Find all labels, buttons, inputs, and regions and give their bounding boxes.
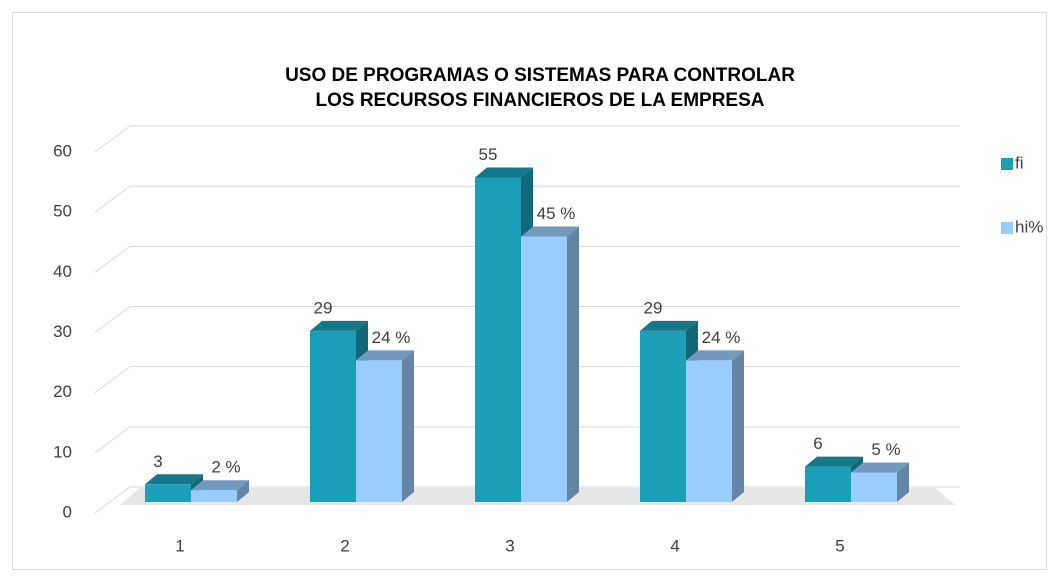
- x-tick-label: 4: [670, 536, 679, 555]
- legend-swatch: [1001, 222, 1013, 234]
- x-tick-label: 3: [505, 536, 514, 555]
- data-label: 2 %: [211, 458, 240, 477]
- data-label: 24 %: [372, 328, 411, 347]
- bar: [686, 360, 732, 502]
- grid-line: [94, 185, 960, 213]
- bar: [145, 484, 191, 502]
- data-label: 24 %: [702, 328, 741, 347]
- x-tick-label: 5: [835, 536, 844, 555]
- bar-top: [640, 320, 698, 331]
- bar: [521, 236, 567, 502]
- bar-side: [567, 226, 579, 502]
- grid-line: [94, 125, 960, 153]
- bar-top: [805, 456, 863, 467]
- y-tick-label: 50: [53, 202, 72, 221]
- bar: [356, 360, 402, 502]
- bar: [805, 466, 851, 502]
- bar-top: [191, 480, 249, 491]
- bar-top: [145, 474, 203, 485]
- y-tick-label: 10: [53, 442, 72, 461]
- bar: [310, 330, 356, 502]
- y-tick-label: 40: [53, 262, 72, 281]
- bar: [851, 472, 897, 502]
- bar: [191, 490, 237, 502]
- bar-top: [356, 350, 414, 361]
- x-tick-label: 1: [175, 536, 184, 555]
- bar: [475, 177, 521, 502]
- data-label: 3: [153, 452, 162, 471]
- data-label: 29: [314, 298, 333, 317]
- legend-label: fi: [1015, 153, 1024, 172]
- bar-side: [402, 350, 414, 502]
- bar-top: [851, 462, 909, 473]
- bar-side: [732, 350, 744, 502]
- grid-line: [94, 306, 960, 333]
- bar-top: [475, 167, 533, 178]
- bar-top: [310, 320, 368, 331]
- chart-title: USO DE PROGRAMAS O SISTEMAS PARA CONTROL…: [285, 65, 795, 86]
- data-label: 55: [479, 145, 498, 164]
- bar-top: [521, 226, 579, 237]
- y-tick-label: 30: [53, 322, 72, 341]
- data-label: 29: [644, 298, 663, 317]
- data-label: 6: [813, 434, 822, 453]
- bar: [640, 330, 686, 502]
- y-tick-label: 20: [53, 382, 72, 401]
- bar-side: [237, 480, 249, 502]
- y-tick-label: 0: [63, 502, 72, 521]
- legend-label: hi%: [1015, 217, 1043, 236]
- data-label: 5 %: [871, 440, 900, 459]
- chart-title: LOS RECURSOS FINANCIEROS DE LA EMPRESA: [315, 90, 764, 111]
- y-tick-label: 60: [53, 141, 72, 160]
- bar-side: [897, 462, 909, 502]
- x-tick-label: 2: [340, 536, 349, 555]
- grid-line: [94, 245, 960, 273]
- data-label: 45 %: [537, 204, 576, 223]
- bar-top: [686, 350, 744, 361]
- legend-swatch: [1001, 158, 1013, 170]
